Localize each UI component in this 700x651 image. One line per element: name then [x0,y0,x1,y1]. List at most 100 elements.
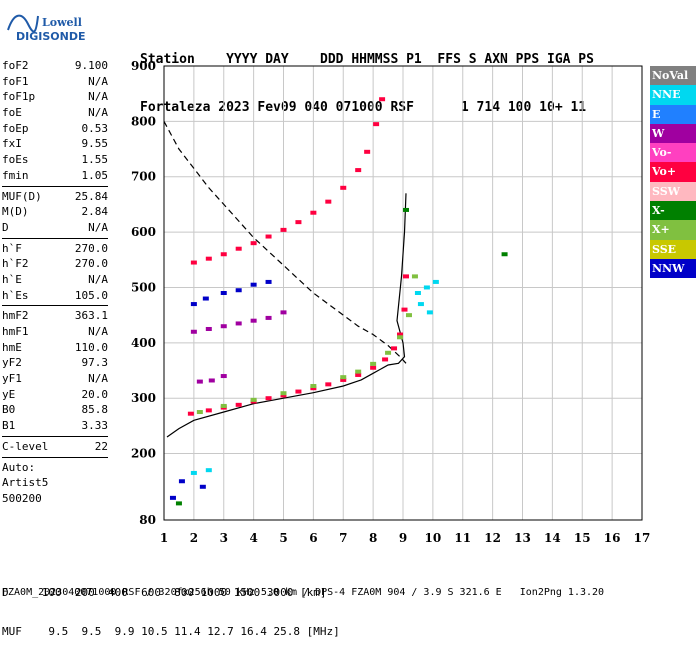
param-name: fxI [2,137,22,151]
legend-item: X- [650,201,696,221]
param-name: yE [2,387,16,401]
x-tick-label: 3 [220,531,228,545]
param-name: yF2 [2,356,22,370]
param-row: foF2 9.100 [2,58,108,74]
param-row: foEp 0.53 [2,121,108,137]
param-name: foF1 [2,74,29,88]
echo-point [250,241,257,246]
echo-point [340,185,347,190]
param-name: MUF(D) [2,189,42,203]
param-row: yE 20.0 [2,387,108,403]
y-tick-label: 500 [131,280,156,294]
param-name: hmE [2,340,22,354]
echo-point [373,122,380,127]
param-value: 3.33 [81,419,109,433]
auto-scaling-info: Auto: Artist5 500200 [2,460,108,507]
x-tick-label: 17 [634,531,651,545]
param-name: hmF2 [2,309,29,323]
param-value: N/A [88,90,108,104]
x-tick-label: 13 [514,531,531,545]
echo-point [310,386,317,391]
param-value: N/A [88,272,108,286]
param-name: D [2,220,9,234]
echo-point [265,396,272,401]
echo-point [402,207,409,212]
param-separator [2,185,108,187]
ionogram-plot: 1 2 3 4 5 6 7 8 9 10 11 12 13 14 15 16 17802003004005006… [131,59,651,545]
param-name: foEs [2,153,29,167]
y-tick-label: 800 [131,114,156,128]
echo-point [295,389,302,394]
echo-point [280,310,287,315]
x-tick-label: 4 [249,531,257,545]
echo-point [405,313,412,318]
echo-point [310,384,317,389]
y-tick-label: 400 [131,336,156,350]
y-tick-label: 80 [139,513,156,527]
echo-point [417,302,424,307]
param-row: yF2 97.3 [2,355,108,371]
param-name: hmF1 [2,325,29,338]
legend-item: SSW [650,181,696,202]
echo-point [250,318,257,323]
legend-item: W [650,123,696,144]
param-value: 363.1 [74,309,108,323]
param-name: foE [2,106,22,120]
param-row: fmin 1.05 [2,168,108,184]
x-tick-label: 8 [369,531,377,545]
legend-item: Vo- [650,143,696,163]
param-name: M(D) [2,205,29,219]
logo-lowell: Lowell [42,16,82,29]
echo-point [235,288,242,293]
param-separator [2,435,108,437]
param-row: yF1 N/A [2,371,108,387]
param-value: 270.0 [74,241,108,255]
echo-point [175,501,182,506]
echo-point [402,274,409,279]
echo-point [250,397,257,402]
param-separator [2,305,108,307]
param-value: 9.55 [81,137,109,151]
echo-point [220,403,227,408]
echo-point [205,256,212,261]
legend-item: NNW [650,258,696,279]
legend-item: SSE [650,239,696,259]
auto-line: Artist5 [2,476,49,489]
echo-point [220,324,227,329]
param-name: foEp [2,121,29,135]
echo-point [220,252,227,257]
param-name: h`F [2,241,22,255]
echo-point [397,332,404,337]
param-name: B1 [2,419,16,433]
param-row: MUF(D) 25.84 [2,189,108,205]
echo-point [220,374,227,379]
curve-profile [166,193,407,438]
legend: NoVal NNE E W Vo- Vo+ SSW X- X+ SSE NNW [650,66,696,279]
echo-point [250,282,257,287]
echo-point [295,220,302,225]
echo-point [169,495,176,500]
legend-item: X+ [650,220,696,240]
param-name: h`E [2,272,22,286]
footer-distance: D 100 200 400 600 800 1000 1500 3000 [km… [2,586,327,599]
echo-point [220,291,227,295]
digisonde-logo: Lowell DIGISONDE [2,6,86,46]
x-tick-label: 10 [425,531,442,545]
auto-line: Auto: [2,460,36,474]
param-row: foE N/A [2,105,108,121]
param-value: 270.0 [74,257,108,271]
param-name: foF1p [2,90,36,104]
curve-dashed [163,121,407,364]
x-tick-label: 14 [544,531,561,545]
echo-point [385,350,392,355]
echo-point [391,346,398,351]
echo-point [178,479,185,484]
legend-item: NNE [650,85,696,105]
logo-digisonde: DIGISONDE [16,30,86,43]
logo-wave-icon [7,14,39,33]
station-header: Station YYYY DAY DDD HHMMSS P1 FFS S AXN… [140,20,594,132]
param-name: h`F2 [2,257,29,271]
x-tick-label: 1 [160,531,168,545]
echo-point [370,361,377,366]
param-row: B1 3.33 [2,418,108,434]
